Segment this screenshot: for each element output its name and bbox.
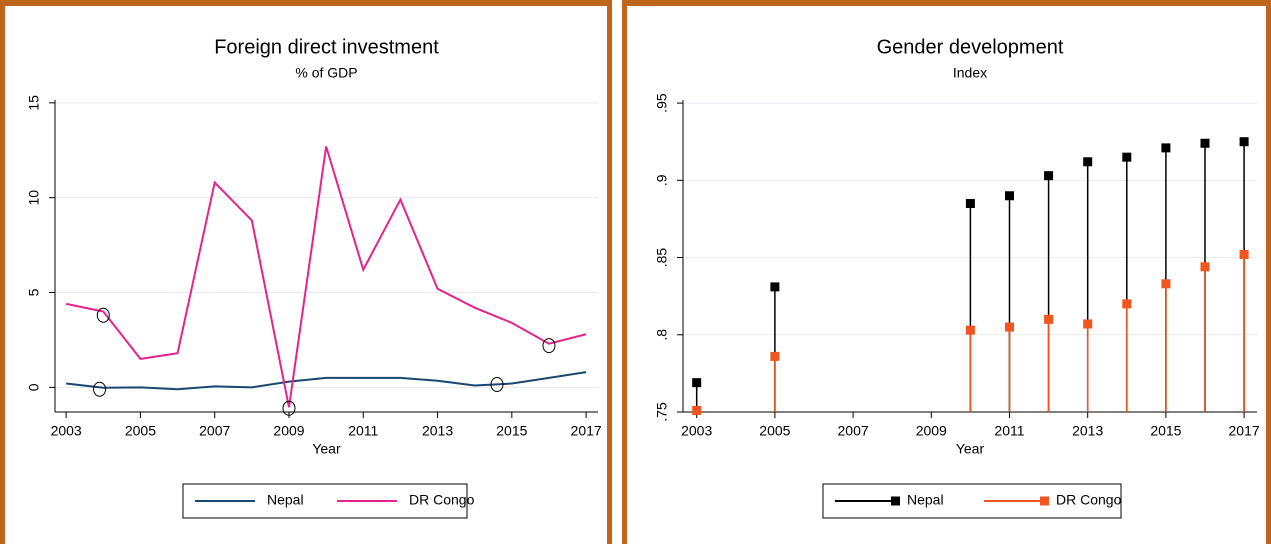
marker: [1239, 137, 1249, 147]
marker: [770, 282, 780, 292]
highlight-circle: [93, 381, 107, 397]
series-line: [65, 146, 587, 408]
marker: [1161, 279, 1171, 289]
x-tick-label: 2011: [994, 423, 1024, 439]
x-tick-label: 2011: [348, 423, 378, 439]
panel-border: [0, 0, 5, 544]
panel-border: [1266, 0, 1271, 544]
legend-label: DR Congo: [409, 492, 475, 508]
marker: [692, 378, 702, 388]
marker: [1083, 319, 1093, 329]
x-tick-label: 2017: [571, 423, 602, 439]
chart-title: Gender development: [877, 36, 1064, 58]
marker: [1083, 157, 1093, 167]
x-tick-label: 2009: [916, 423, 947, 439]
legend-label: DR Congo: [1056, 492, 1122, 508]
highlight-circle: [542, 338, 556, 354]
y-tick-label: .95: [654, 93, 670, 113]
x-tick-label: 2015: [496, 423, 527, 439]
x-axis-title: Year: [956, 441, 985, 457]
y-tick-label: 15: [26, 95, 42, 111]
marker: [1004, 191, 1014, 201]
marker: [1239, 249, 1249, 259]
marker: [1044, 171, 1054, 181]
marker: [1200, 138, 1210, 148]
marker: [965, 198, 975, 208]
highlight-circle: [96, 307, 110, 323]
x-tick-label: 2015: [1150, 423, 1181, 439]
panel-border: [607, 0, 612, 544]
chart-subtitle: Index: [953, 65, 987, 81]
marker: [770, 351, 780, 361]
y-tick-label: 0: [26, 383, 42, 391]
y-tick-label: .8: [654, 329, 670, 341]
y-tick-label: 10: [26, 190, 42, 206]
marker: [692, 405, 702, 415]
panel-background: [622, 0, 1271, 544]
y-tick-label: 5: [26, 288, 42, 296]
marker: [1122, 299, 1132, 309]
x-tick-label: 2013: [1072, 423, 1103, 439]
x-tick-label: 2005: [759, 423, 790, 439]
panel-border: [622, 0, 627, 544]
x-axis-title: Year: [312, 441, 341, 457]
x-tick-label: 2013: [422, 423, 453, 439]
chart-subtitle: % of GDP: [295, 65, 357, 81]
x-tick-label: 2017: [1229, 423, 1260, 439]
y-tick-label: .75: [654, 402, 670, 422]
x-tick-label: 2007: [199, 423, 230, 439]
x-tick-label: 2009: [273, 423, 304, 439]
series-line: [66, 371, 587, 391]
chart-panel: Gender development Index .75 .8 .85 .9 .95 2003…: [622, 0, 1271, 544]
y-tick-label: .85: [654, 248, 670, 268]
legend-label: Nepal: [267, 492, 304, 508]
highlight-circle: [490, 376, 504, 392]
x-tick-label: 2005: [125, 423, 156, 439]
highlight-circle: [282, 400, 296, 416]
marker: [965, 325, 975, 335]
x-tick-label: 2007: [838, 423, 869, 439]
marker: [1200, 262, 1210, 272]
marker: [1004, 322, 1014, 332]
chart-panel: Foreign direct investment % of GDP 0 5 10 15 2…: [0, 0, 612, 544]
legend-marker: [1040, 496, 1049, 506]
x-tick-label: 2003: [681, 423, 712, 439]
legend-marker: [891, 496, 900, 506]
marker: [1044, 314, 1054, 324]
marker: [1161, 143, 1171, 153]
x-tick-label: 2003: [51, 423, 82, 439]
legend-label: Nepal: [907, 492, 944, 508]
chart-title: Foreign direct investment: [214, 36, 439, 58]
panel-background: [0, 0, 612, 544]
y-tick-label: .9: [654, 174, 670, 186]
panel-border: [622, 0, 1271, 6]
marker: [1122, 152, 1132, 162]
panel-border: [0, 0, 612, 6]
